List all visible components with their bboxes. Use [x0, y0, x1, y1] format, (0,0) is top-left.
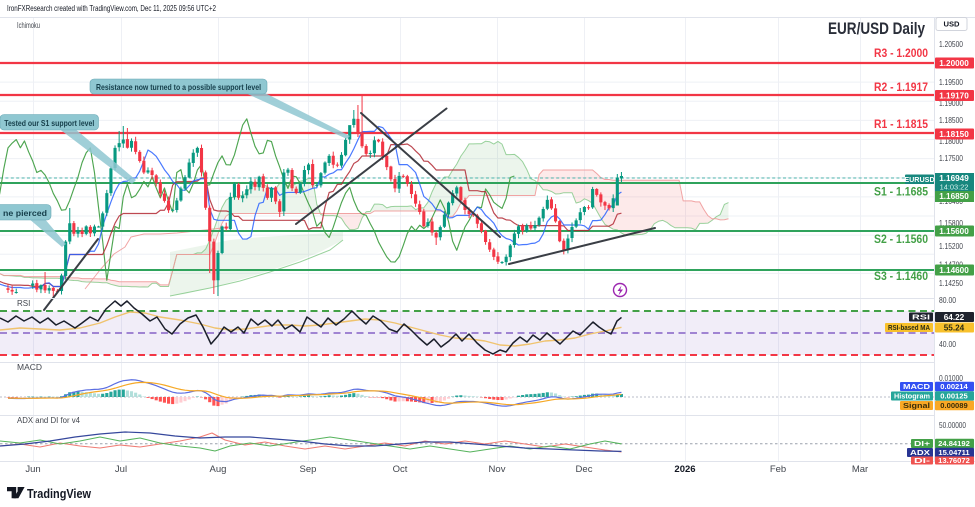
svg-text:0.00125: 0.00125	[940, 392, 968, 401]
svg-text:IronFXResearch created with Tr: IronFXResearch created with TradingView.…	[7, 3, 216, 13]
svg-text:R3 - 1.2000: R3 - 1.2000	[874, 46, 928, 60]
svg-text:15.04711: 15.04711	[938, 448, 970, 457]
svg-text:40.00: 40.00	[939, 339, 956, 349]
svg-text:1.19000: 1.19000	[939, 98, 963, 108]
svg-text:1.19170: 1.19170	[939, 91, 969, 100]
svg-text:DI-: DI-	[914, 456, 931, 465]
svg-text:1.15600: 1.15600	[939, 227, 969, 236]
svg-text:Nov: Nov	[489, 464, 506, 475]
svg-text:Signal: Signal	[903, 401, 930, 410]
svg-text:DI+: DI+	[914, 439, 931, 448]
svg-text:S1 - 1.1685: S1 - 1.1685	[874, 185, 928, 199]
svg-text:1.15800: 1.15800	[939, 218, 963, 228]
svg-text:Sep: Sep	[300, 464, 317, 475]
svg-text:EUR/USD Daily: EUR/USD Daily	[828, 20, 926, 38]
svg-text:Feb: Feb	[770, 464, 786, 475]
svg-text:1.14600: 1.14600	[939, 266, 969, 275]
svg-text:14:03:22: 14:03:22	[940, 183, 969, 192]
svg-text:24.84192: 24.84192	[938, 439, 970, 448]
svg-text:1.20000: 1.20000	[939, 59, 969, 68]
svg-text:RSI: RSI	[17, 299, 30, 308]
svg-text:MACD: MACD	[17, 363, 42, 372]
svg-text:R2 - 1.1917: R2 - 1.1917	[874, 80, 928, 94]
svg-text:1.16850: 1.16850	[939, 192, 969, 201]
svg-text:2026: 2026	[674, 464, 695, 475]
svg-text:S3 - 1.1460: S3 - 1.1460	[874, 269, 928, 283]
svg-text:Jul: Jul	[115, 464, 127, 475]
svg-text:MACD: MACD	[903, 382, 931, 391]
svg-text:0.00214: 0.00214	[940, 382, 968, 391]
svg-text:R1 - 1.1815: R1 - 1.1815	[874, 117, 928, 131]
svg-text:0.01000: 0.01000	[939, 373, 963, 383]
svg-text:1.18000: 1.18000	[939, 136, 963, 146]
svg-text:1.16949: 1.16949	[939, 174, 969, 183]
svg-text:0.00089: 0.00089	[940, 401, 967, 410]
svg-text:RSI: RSI	[912, 313, 930, 322]
svg-text:80.00: 80.00	[939, 295, 956, 305]
svg-text:1.18150: 1.18150	[939, 130, 969, 139]
svg-text:Aug: Aug	[210, 464, 227, 475]
svg-text:ADX: ADX	[910, 448, 930, 457]
svg-text:EURUSD: EURUSD	[904, 175, 934, 184]
svg-text:64.22: 64.22	[944, 313, 965, 322]
svg-text:1.17500: 1.17500	[939, 153, 963, 163]
svg-text:Dec: Dec	[576, 464, 593, 475]
svg-text:50.00000: 50.00000	[939, 420, 966, 430]
svg-text:RSI-based MA: RSI-based MA	[888, 323, 930, 332]
svg-text:Tested our S1 support level: Tested our S1 support level	[4, 118, 94, 128]
svg-text:ne pierced: ne pierced	[3, 208, 47, 218]
svg-text:ADX and DI for v4: ADX and DI for v4	[17, 416, 81, 425]
svg-text:Mar: Mar	[852, 464, 868, 475]
svg-text:1.19500: 1.19500	[939, 77, 963, 87]
svg-text:1.15200: 1.15200	[939, 241, 963, 251]
svg-text:1.18500: 1.18500	[939, 115, 963, 125]
svg-text:Jun: Jun	[25, 464, 40, 475]
svg-text:13.76072: 13.76072	[938, 456, 970, 465]
svg-text:TradingView: TradingView	[27, 487, 91, 501]
svg-text:1.20500: 1.20500	[939, 39, 963, 49]
svg-text:USD: USD	[943, 20, 960, 29]
svg-text:1.14250: 1.14250	[939, 278, 963, 288]
svg-text:Histogram: Histogram	[894, 392, 930, 401]
svg-text:Resistance now turned to a pos: Resistance now turned to a possible supp…	[96, 82, 261, 92]
svg-text:S2 - 1.1560: S2 - 1.1560	[874, 232, 928, 246]
svg-text:Oct: Oct	[393, 464, 408, 475]
svg-text:55.24: 55.24	[944, 323, 965, 332]
svg-text:Ichimoku: Ichimoku	[17, 21, 40, 30]
